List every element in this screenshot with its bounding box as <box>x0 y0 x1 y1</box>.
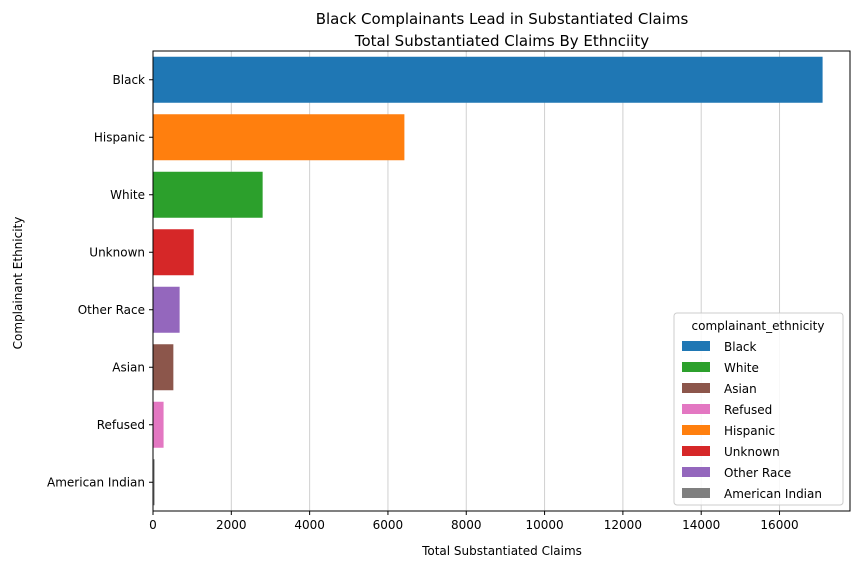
chart-title: Black Complainants Lead in Substantiated… <box>316 10 689 28</box>
bar-white <box>153 171 263 218</box>
legend-entries: Black White Asian Refused Hispanic Unknown Oth… <box>682 340 822 501</box>
legend-box <box>673 312 844 506</box>
legend-label: Unknown <box>724 445 780 459</box>
x-tick-label: 8000 <box>451 518 482 532</box>
x-axis-label: Total Substantiated Claims <box>421 544 582 558</box>
bar-hispanic <box>153 114 405 161</box>
legend-label: Asian <box>724 382 757 396</box>
y-tick-label: Other Race <box>78 303 145 317</box>
x-tick-label: 10000 <box>525 518 563 532</box>
legend-label: American Indian <box>724 487 822 501</box>
legend-swatch <box>682 404 710 414</box>
legend-label: Other Race <box>724 466 791 480</box>
bar-black <box>153 56 823 103</box>
x-axis-ticks: 0 2000 4000 6000 8000 10000 12000 14000 16000 <box>149 511 799 532</box>
x-tick-label: 16000 <box>760 518 798 532</box>
x-tick-label: 4000 <box>294 518 325 532</box>
legend-swatch <box>682 446 710 456</box>
legend-label: White <box>724 361 759 375</box>
y-tick-label: Asian <box>112 360 145 374</box>
legend-swatch <box>682 341 710 351</box>
y-tick-label: White <box>110 188 145 202</box>
x-tick-label: 2000 <box>216 518 247 532</box>
x-tick-label: 6000 <box>373 518 404 532</box>
x-tick-label: 0 <box>149 518 157 532</box>
y-axis-ticks: Black Hispanic White Unknown Other Race Asian… <box>47 73 153 489</box>
legend-title: complainant_ethnicity <box>692 319 825 333</box>
bar-asian <box>153 344 174 391</box>
bar-american-indian <box>153 459 155 506</box>
y-axis-label: Complainant Ethnicity <box>11 217 25 350</box>
y-tick-label: Black <box>113 73 146 87</box>
bar-unknown <box>153 229 194 276</box>
y-tick-label: Unknown <box>89 245 145 259</box>
legend-swatch <box>682 425 710 435</box>
y-tick-label: Hispanic <box>94 130 145 144</box>
legend-label: Black <box>724 340 757 354</box>
chart-subtitle: Total Substantiated Claims By Ethnciity <box>354 32 649 50</box>
bars <box>153 56 823 506</box>
x-tick-label: 14000 <box>682 518 720 532</box>
legend-label: Hispanic <box>724 424 775 438</box>
legend: complainant_ethnicity Black White Asian Ref… <box>673 312 844 506</box>
plot-frame <box>152 50 851 512</box>
bar-refused <box>153 401 164 448</box>
x-tick-label: 12000 <box>604 518 642 532</box>
legend-label: Refused <box>724 403 772 417</box>
legend-swatch <box>682 467 710 477</box>
legend-swatch <box>682 488 710 498</box>
bar-other-race <box>153 286 180 333</box>
y-tick-label: Refused <box>97 418 145 432</box>
legend-swatch <box>682 362 710 372</box>
legend-swatch <box>682 383 710 393</box>
y-tick-label: American Indian <box>47 475 145 489</box>
